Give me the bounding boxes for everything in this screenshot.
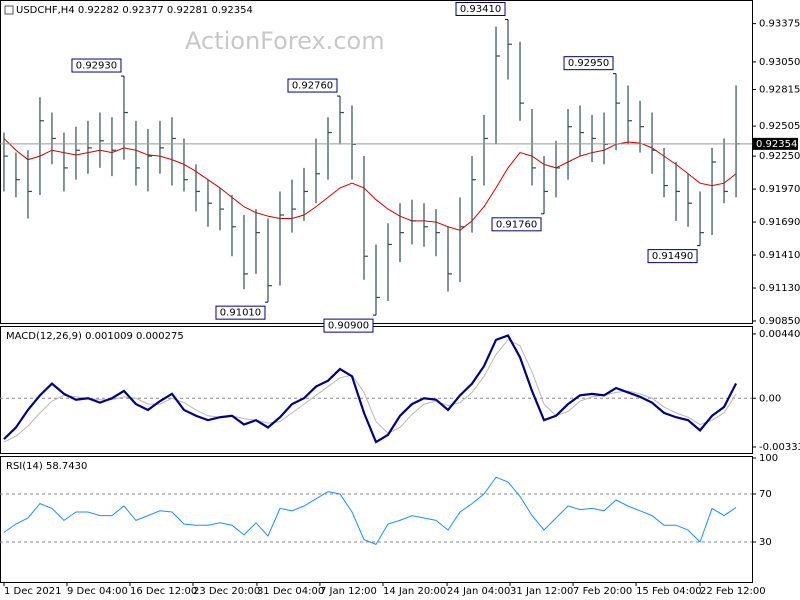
y-tick-label: 0.92505 — [759, 121, 800, 132]
y-tick-label: 0.91970 — [759, 184, 800, 195]
y-tick-label: 0.92250 — [759, 151, 800, 162]
y-tick-label: 0.00 — [759, 393, 781, 404]
indicator-line — [3, 339, 737, 443]
x-tick-label: 9 Dec 04:00 — [67, 586, 128, 597]
annotation-label: 0.92760 — [292, 81, 333, 92]
annotation-box — [287, 78, 338, 93]
x-tick-label: 31 Jan 12:00 — [510, 586, 573, 597]
annotation-label: 0.91760 — [496, 219, 537, 230]
current-price-box — [753, 137, 798, 150]
y-tick-label: 0.91410 — [759, 250, 800, 261]
x-tick-label: 14 Jan 20:00 — [383, 586, 446, 597]
x-tick-label: 7 Jan 12:00 — [320, 586, 377, 597]
watermark: ActionForex.com — [185, 27, 385, 55]
annotation-box — [323, 318, 374, 333]
annotation-label: 0.92930 — [76, 61, 117, 72]
x-tick-label: 15 Feb 04:00 — [636, 586, 702, 597]
panel-title: USDCHF,H4 0.92282 0.92377 0.92281 0.9235… — [16, 5, 253, 16]
annotation-box — [563, 56, 614, 71]
x-tick-label: 31 Dec 04:00 — [257, 586, 324, 597]
symbol-icon — [4, 5, 14, 15]
annotation-label: 0.91490 — [652, 251, 693, 262]
y-tick-label: 100 — [759, 453, 778, 464]
x-tick-label: 1 Dec 2021 — [4, 586, 62, 597]
annotation-label: 0.91010 — [220, 308, 261, 319]
x-tick-label: 16 Dec 12:00 — [130, 586, 197, 597]
x-tick-label: 24 Jan 04:00 — [447, 586, 510, 597]
current-price-label: 0.92354 — [756, 139, 797, 150]
annotation-box — [455, 1, 506, 16]
x-tick-label: 23 Dec 20:00 — [193, 586, 260, 597]
annotation-label: 0.93410 — [460, 4, 501, 15]
y-tick-label: -0.003338 — [759, 442, 800, 453]
panel-title: RSI(14) 58.7430 — [6, 461, 87, 472]
annotation-label: 0.92950 — [568, 58, 609, 69]
annotation-box — [215, 305, 266, 320]
annotation-label: 0.90900 — [328, 321, 369, 332]
y-tick-label: 0.91130 — [759, 283, 800, 294]
y-tick-label: 0.92815 — [759, 85, 800, 96]
moving-average — [3, 138, 737, 231]
indicator-line — [3, 476, 737, 546]
annotation-box — [71, 58, 122, 73]
rsi-panel — [0, 456, 753, 583]
y-tick-label: 0.90850 — [759, 316, 800, 327]
annotation-box — [491, 217, 542, 232]
y-tick-label: 70 — [759, 489, 772, 500]
y-tick-label: 0.91690 — [759, 217, 800, 228]
y-tick-label: 0.004403 — [759, 329, 800, 340]
y-tick-label: 30 — [759, 537, 772, 548]
indicator-line — [3, 334, 738, 444]
panel-title: MACD(12,26,9) 0.001009 0.000275 — [6, 331, 184, 342]
y-tick-label: 0.93050 — [759, 57, 800, 68]
annotation-box — [647, 249, 698, 264]
x-tick-label: 7 Feb 20:00 — [573, 586, 632, 597]
y-tick-label: 0.93375 — [759, 19, 800, 30]
x-tick-label: 22 Feb 12:00 — [700, 586, 766, 597]
macd-panel — [0, 326, 753, 454]
